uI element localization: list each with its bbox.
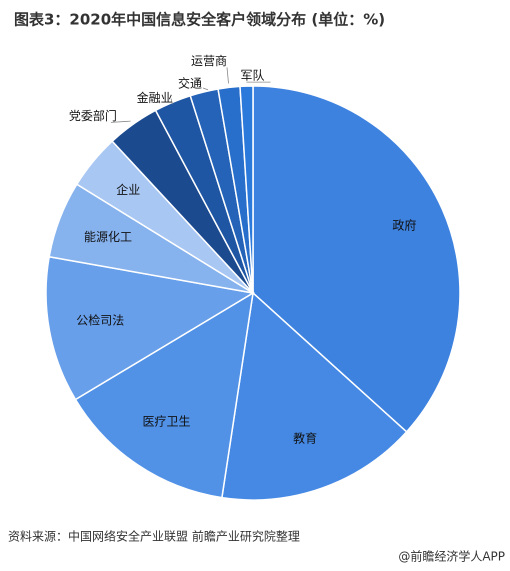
slice-label: 能源化工 [84, 230, 132, 244]
slice-label: 党委部门 [69, 108, 117, 123]
leader-line [110, 120, 131, 123]
slice-label: 军队 [240, 68, 264, 83]
brand: @前瞻经济学人APP [398, 549, 505, 564]
slice-label: 政府 [392, 217, 416, 232]
pie-slice [74, 291, 254, 499]
leader-line [202, 87, 209, 91]
leader-line [170, 98, 173, 105]
pie-slice [221, 291, 408, 501]
slice-label: 企业 [116, 182, 140, 197]
pie-slice [45, 255, 256, 401]
chart-title: 图表3：2020年中国信息安全客户领域分布 (单位：%) [14, 11, 385, 29]
source: 资料来源：中国网络安全产业联盟 前瞻产业研究院整理 [8, 529, 300, 544]
slice-label: 公检司法 [76, 313, 124, 328]
slice-label: 金融业 [137, 90, 173, 105]
pie-slice [252, 85, 461, 433]
leader-line [226, 67, 229, 84]
slice-label: 教育 [293, 431, 317, 446]
slice-label: 医疗卫生 [143, 414, 191, 428]
slice-label: 交通 [178, 75, 202, 90]
slice-label: 运营商 [191, 53, 227, 68]
pie [45, 85, 461, 501]
pie-slice [239, 85, 254, 294]
